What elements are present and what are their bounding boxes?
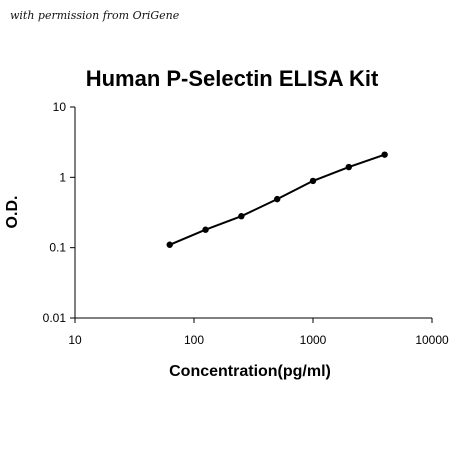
plot-area xyxy=(166,151,388,248)
axes xyxy=(74,107,432,319)
y-tick-label: 0.01 xyxy=(43,311,67,325)
permission-note: with permission from OriGene xyxy=(10,9,180,22)
data-point xyxy=(309,177,317,185)
y-tick-label: 0.1 xyxy=(49,241,66,255)
x-axis-ticks: 10 100 1000 10000 xyxy=(68,318,449,347)
y-tick-label: 10 xyxy=(53,100,67,114)
data-point xyxy=(202,226,209,233)
x-tick-label: 1000 xyxy=(300,333,327,347)
data-point xyxy=(345,163,353,171)
y-tick-label: 1 xyxy=(59,170,66,184)
data-point xyxy=(166,241,173,248)
x-tick-label: 10000 xyxy=(415,333,449,347)
x-tick-label: 100 xyxy=(184,333,204,347)
x-axis-label: Concentration(pg/ml) xyxy=(169,363,331,380)
x-tick-label: 10 xyxy=(68,333,82,347)
chart-title: Human P-Selectin ELISA Kit xyxy=(86,66,379,91)
data-point xyxy=(273,195,281,203)
y-axis-ticks: 0.01 0.1 1 10 xyxy=(43,100,75,325)
y-axis-label: O.D. xyxy=(4,196,21,229)
data-point xyxy=(381,151,388,158)
data-point xyxy=(238,213,245,220)
